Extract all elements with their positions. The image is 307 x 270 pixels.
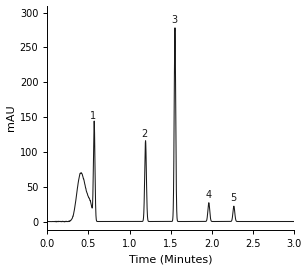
Text: 2: 2 [142, 129, 148, 139]
X-axis label: Time (Minutes): Time (Minutes) [129, 254, 212, 264]
Text: 3: 3 [171, 15, 177, 25]
Text: 1: 1 [90, 111, 96, 121]
Y-axis label: mAU: mAU [6, 104, 16, 131]
Text: 5: 5 [230, 193, 237, 203]
Text: 4: 4 [205, 190, 212, 200]
